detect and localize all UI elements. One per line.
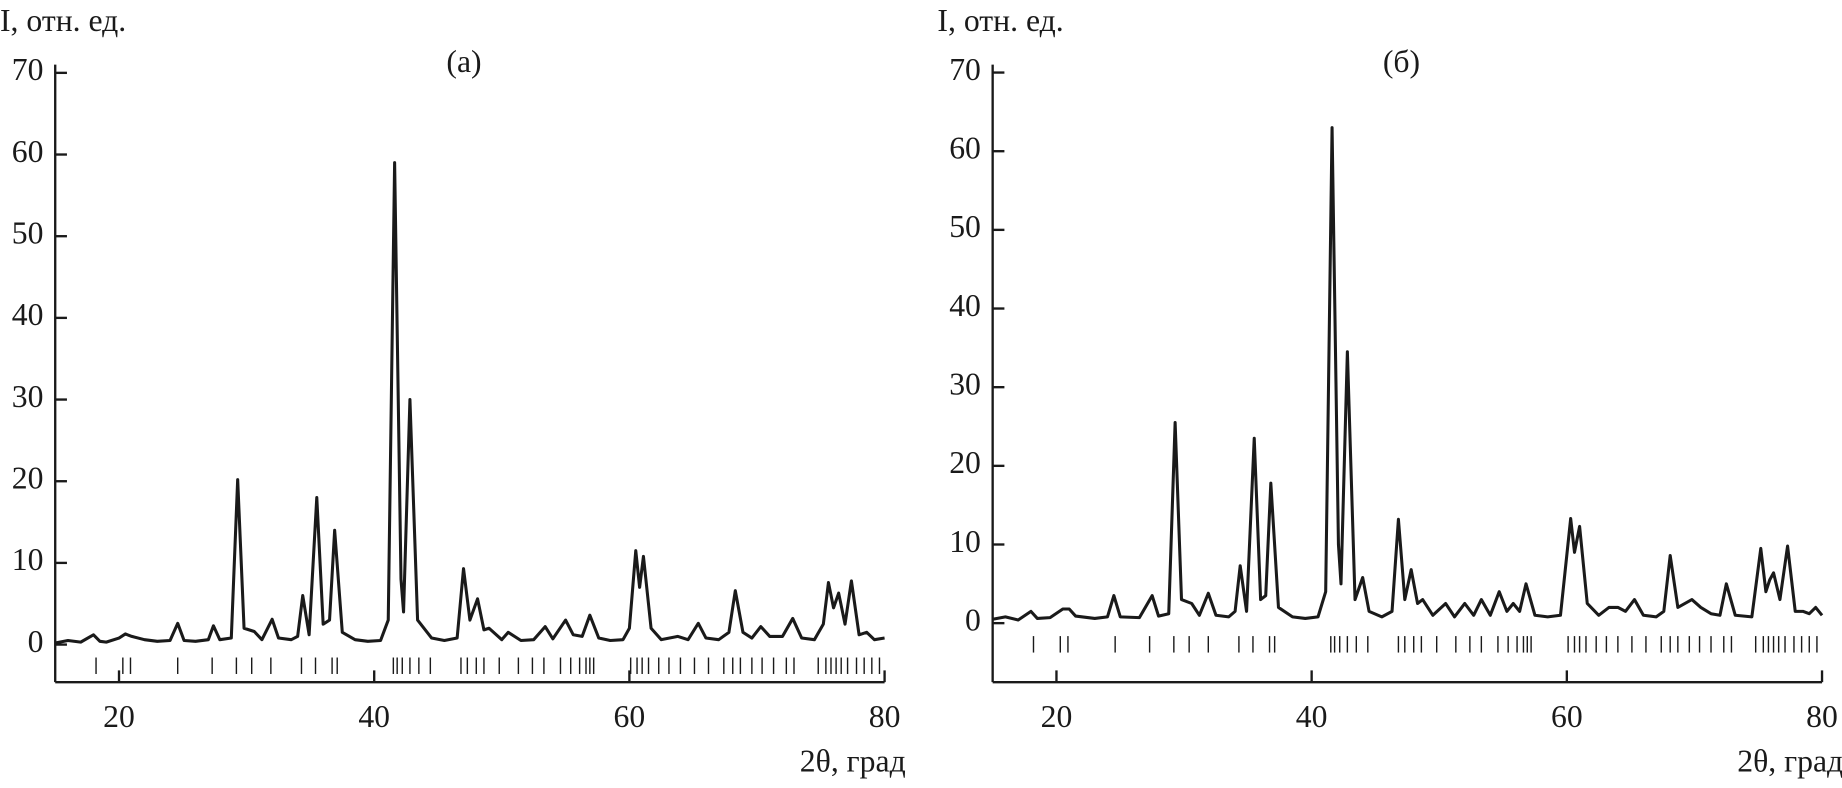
y-tick-label: 70	[12, 52, 44, 87]
y-tick-label: 10	[949, 524, 981, 559]
y-tick-label: 30	[12, 379, 44, 414]
y-tick-label: 70	[949, 52, 981, 87]
y-tick-label: 40	[949, 288, 981, 323]
y-tick-label: 50	[12, 215, 44, 250]
y-tick-label: 20	[949, 445, 981, 480]
y-axis-label: I, отн. ед.	[937, 3, 1063, 38]
y-tick-label: 10	[12, 542, 44, 577]
panel-label: (а)	[446, 44, 481, 79]
y-tick-label: 60	[12, 134, 44, 169]
y-tick-label: 60	[949, 130, 981, 165]
x-tick-label: 40	[1296, 699, 1328, 734]
x-tick-label: 60	[1551, 699, 1583, 734]
x-axis-label: 2θ, град	[1737, 744, 1842, 779]
x-tick-label: 20	[1041, 699, 1073, 734]
y-tick-label: 50	[949, 209, 981, 244]
y-tick-label: 0	[965, 602, 981, 637]
panel-label: (б)	[1383, 44, 1420, 79]
x-axis-label: 2θ, град	[800, 744, 906, 779]
y-tick-label: 0	[28, 624, 44, 659]
x-tick-label: 20	[103, 699, 135, 734]
y-axis-label: I, отн. ед.	[0, 3, 126, 38]
x-tick-label: 80	[869, 699, 901, 734]
diffraction-pattern	[54, 161, 885, 645]
y-tick-label: 30	[949, 366, 981, 401]
x-tick-label: 80	[1806, 699, 1838, 734]
x-tick-label: 60	[614, 699, 646, 734]
diffraction-pattern	[992, 126, 1824, 622]
y-tick-label: 20	[12, 460, 44, 495]
y-tick-label: 40	[12, 297, 44, 332]
x-tick-label: 40	[358, 699, 390, 734]
